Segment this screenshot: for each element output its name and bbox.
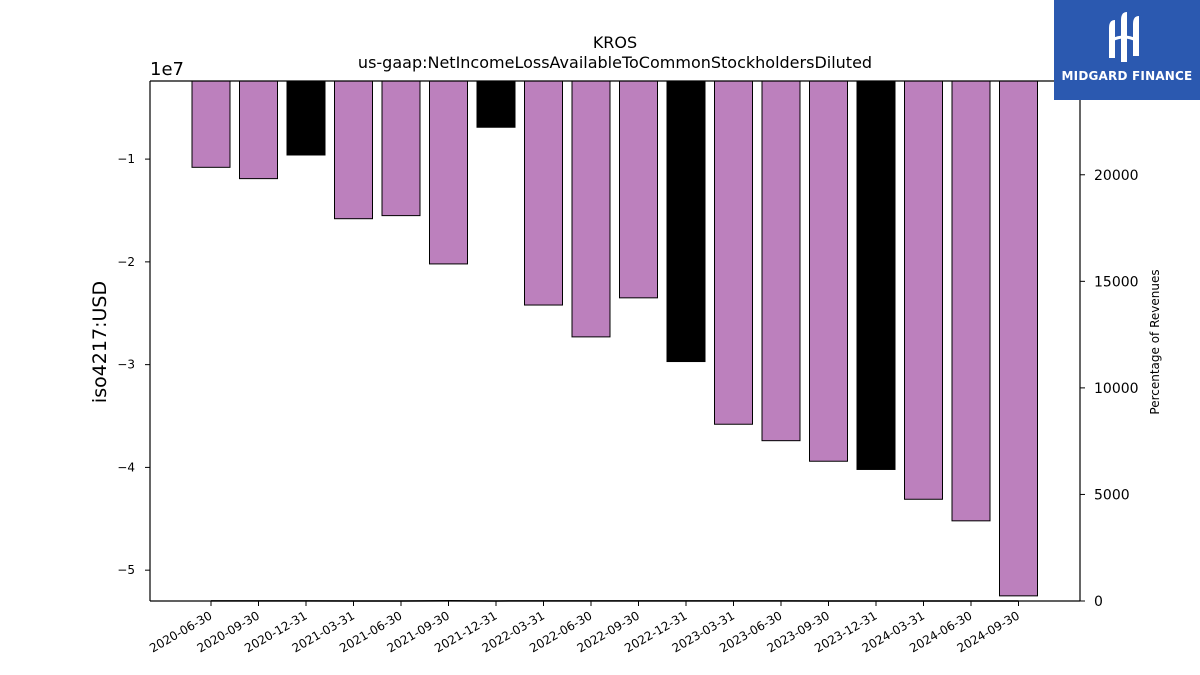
bar-2023-12-31 [856,80,896,470]
y-tick-label: −4 [117,460,135,474]
bar-2020-09-30 [239,80,278,180]
bar-2023-09-30 [809,80,848,462]
bar-2024-09-30 [999,80,1038,597]
bar-2020-06-30 [191,80,231,168]
bar-2021-06-30 [381,80,421,217]
bar-2024-06-30 [951,80,991,522]
y-offset-label: 1e7 [150,59,184,80]
x-ticks: 2020-06-302020-09-302020-12-312021-03-31… [147,601,1022,655]
y-tick-label: −5 [117,563,135,577]
midgard-finance-logo: MIDGARD FINANCE [1054,0,1200,100]
bar-2022-06-30 [571,80,611,338]
y2-ticks: 0 5000 10000 15000 20000 [1080,168,1139,610]
chart-title: KROS [593,33,637,52]
bar-2021-03-31 [334,80,373,220]
y2-axis-label: Percentage of Revenues [1148,269,1162,414]
y-axis-label: iso4217:USD [89,281,111,403]
bar-2022-09-30 [619,80,658,299]
bar-2020-12-31 [286,80,326,156]
bar-2021-09-30 [429,80,468,265]
bar-2024-03-31 [904,80,943,500]
y-tick-label: −2 [117,255,135,269]
y-tick-label: −3 [117,358,135,372]
bars [191,80,1038,597]
bar-2023-06-30 [761,80,801,442]
y2-tick-label: 15000 [1094,274,1139,290]
midgard-logo-icon [1109,12,1139,62]
chart-subtitle: us-gaap:NetIncomeLossAvailableToCommonSt… [358,53,872,72]
y-tick-label: −1 [117,152,135,166]
bar-2022-03-31 [524,80,563,306]
bar-2021-12-31 [476,80,516,128]
axes [149,80,1081,602]
bar-2022-12-31 [666,80,706,363]
y2-tick-label: 5000 [1094,487,1130,503]
y-ticks: −1 −2 −3 −4 −5 [117,152,150,577]
y2-tick-label: 20000 [1094,168,1139,184]
y2-tick-label: 10000 [1094,381,1139,397]
logo-text: MIDGARD FINANCE [1061,69,1193,83]
bar-2023-03-31 [714,80,753,425]
y2-tick-label: 0 [1094,594,1103,610]
